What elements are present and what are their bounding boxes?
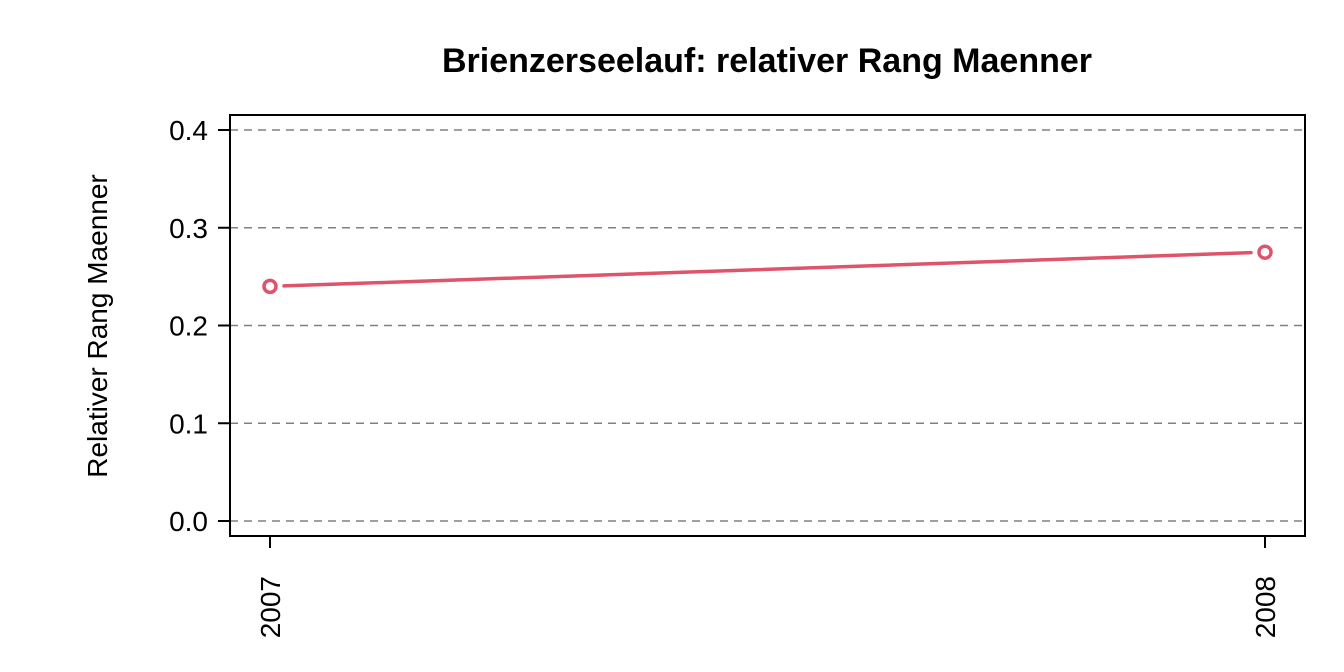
x-tick-label: 2007 [255,576,286,638]
chart-title: Brienzerseelauf: relativer Rang Maenner [442,42,1092,80]
y-tick-label: 0.1 [169,408,208,439]
data-point [262,278,278,295]
x-tick-label: 2008 [1250,576,1281,638]
y-tick-label: 0.3 [169,213,208,244]
x-axis: 2007 2008 [255,536,1281,638]
series-line [282,250,1253,288]
y-tick-label: 0.4 [169,115,208,146]
y-axis-label: Relativer Rang Maenner [82,174,113,478]
y-tick-label: 0.2 [169,311,208,342]
y-axis: 0.0 0.1 0.2 0.3 0.4 [169,115,230,537]
data-point [1257,244,1273,260]
y-tick-label: 0.0 [169,506,208,537]
series-group [262,244,1273,295]
grid-lines [230,129,1305,522]
